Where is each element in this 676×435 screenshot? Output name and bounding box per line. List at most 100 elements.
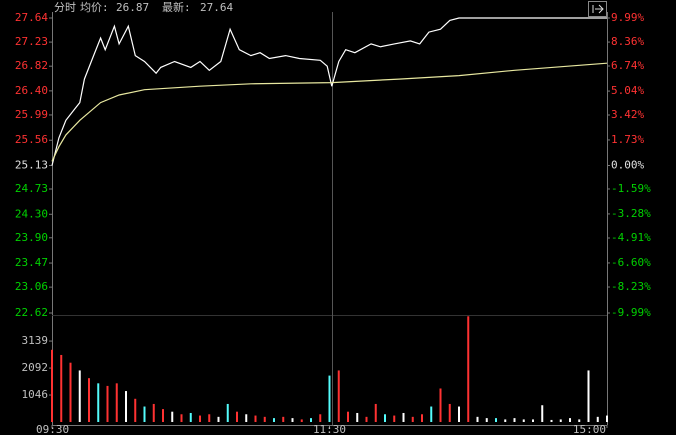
volume-bar [106,385,109,422]
volume-bar [421,414,423,422]
volume-bar [532,419,534,422]
volume-bar [236,411,238,422]
y2-tick-label: 1.73% [611,133,644,146]
y2-tick-label: -1.59% [611,182,651,195]
volume-bar [162,409,164,422]
volume-bar [152,403,155,422]
volume-bar [513,418,516,422]
volume-bar [199,415,201,422]
mode-label: 分时 [54,1,76,14]
volume-bar [51,349,53,422]
volume-bar [522,419,525,422]
series-line [51,17,607,166]
y2-tick-label: -8.23% [611,280,651,293]
volume-bar [495,418,497,422]
volume-bar [365,416,368,422]
volume-bar [291,418,294,422]
volume-bar [282,416,285,422]
volume-bar [476,416,479,422]
y-tick-label: 22.62 [15,306,48,319]
series-line [51,62,608,162]
volume-tick-label: 1046 [22,388,49,401]
volume-bar [587,370,590,422]
x-tick-label: 15:00 [573,423,606,435]
volume-bar [596,416,599,422]
volume-bar [245,414,248,422]
volume-bar [97,383,100,422]
toggle-button[interactable] [588,1,607,17]
volume-bar [606,415,608,422]
y2-tick-label: 9.99% [611,11,644,24]
volume-bar [180,414,183,422]
x-tick-label: 11:30 [313,423,346,435]
volume-bar [402,412,405,422]
volume-bar [578,419,581,422]
y2-tick-label: 5.04% [611,84,644,97]
volume-bar [88,378,90,422]
volume-bar [393,415,396,422]
volume-bar [384,414,386,422]
y2-tick-label: 6.74% [611,59,644,72]
volume-bar [430,406,433,422]
volume-bar [310,418,312,422]
y-tick-label: 25.56 [15,133,48,146]
y-tick-label: 23.06 [15,280,48,293]
y2-tick-label: -4.91% [611,231,651,244]
latest-value: 27.64 [200,1,233,14]
y-tick-label: 25.13 [15,159,48,172]
volume-bar [171,411,174,422]
volume-bar [69,362,72,422]
volume-bar [559,419,562,422]
volume-bar [217,416,220,422]
volume-bar [569,418,571,422]
latest-label: 最新: [162,0,191,14]
y2-tick-label: 3.42% [611,108,644,121]
x-tick-label: 09:30 [36,423,69,435]
volume-bar [189,412,192,422]
volume-bar [134,398,137,422]
y-tick-label: 25.99 [15,108,48,121]
volume-bar [485,418,488,422]
volume-bar [78,370,81,422]
volume-bar [115,383,118,422]
volume-bar [458,406,460,422]
y-tick-label: 26.40 [15,84,48,97]
volume-bar [300,419,303,422]
volume-bar [374,403,377,422]
volume-bar [467,316,470,422]
y-tick-label: 23.47 [15,256,48,269]
volume-bar [541,405,544,422]
y-tick-label: 24.73 [15,182,48,195]
avg-value: 26.87 [116,1,149,14]
volume-bar [347,411,349,422]
volume-bar [550,419,553,422]
volume-bar [254,415,257,422]
volume-tick-label: 2092 [22,361,49,374]
y-tick-label: 26.82 [15,59,48,72]
volume-bar [125,391,127,422]
volume-bar [143,406,146,422]
y2-tick-label: -6.60% [611,256,651,269]
header: 分时 均价: 26.87 最新: 27.64 [54,0,233,14]
volume-bar [319,414,322,422]
y2-tick-label: 8.36% [611,35,644,48]
volume-bar [263,416,266,422]
y-tick-label: 24.30 [15,207,48,220]
volume-bar [60,354,63,422]
y-tick-label: 23.90 [15,231,48,244]
volume-bar [411,416,414,422]
y2-tick-label: 0.00% [611,159,644,172]
y2-tick-label: -9.99% [611,306,651,319]
volume-bar [208,414,211,422]
y-tick-label: 27.23 [15,35,48,48]
y2-tick-label: -3.28% [611,207,651,220]
volume-tick-label: 3139 [22,334,49,347]
volume-bar [439,388,442,422]
volume-bar [504,419,507,422]
volume-bar [356,412,359,422]
volume-bar [337,370,340,422]
button-icon [592,4,604,14]
